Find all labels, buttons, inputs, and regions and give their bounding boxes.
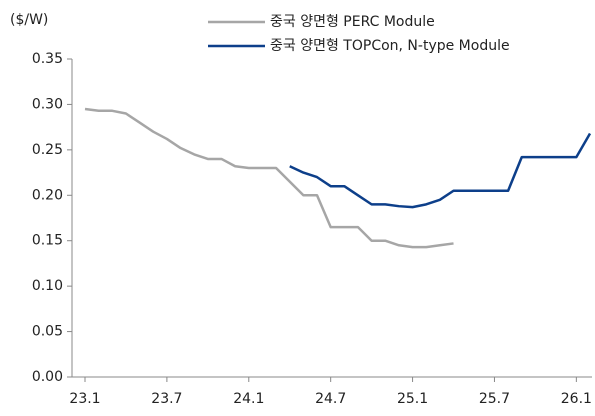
x-tick-label: 26.1 — [561, 391, 592, 407]
y-tick-label: 0.10 — [32, 278, 63, 294]
x-tick-label: 23.7 — [151, 391, 182, 407]
x-tick-label: 24.7 — [315, 391, 346, 407]
y-tick-label: 0.30 — [32, 96, 63, 112]
y-tick-label: 0.15 — [32, 233, 63, 249]
x-tick-label: 23.1 — [69, 391, 100, 407]
y-tick-label: 0.20 — [32, 187, 63, 203]
x-tick-label: 25.1 — [397, 391, 428, 407]
y-axis-unit: ($/W) — [10, 12, 48, 28]
series-line — [289, 132, 592, 209]
x-tick-label: 25.7 — [479, 391, 510, 407]
y-tick-label: 0.00 — [32, 369, 63, 385]
y-tick-label: 0.05 — [32, 324, 63, 340]
legend-label: 중국 양면형 PERC Module — [270, 14, 435, 30]
y-tick-label: 0.25 — [32, 142, 63, 158]
legend-label: 중국 양면형 TOPCon, N-type Module — [270, 38, 510, 54]
x-tick-label: 24.1 — [233, 391, 264, 407]
y-tick-label: 0.35 — [32, 51, 63, 67]
series-line — [84, 107, 454, 249]
